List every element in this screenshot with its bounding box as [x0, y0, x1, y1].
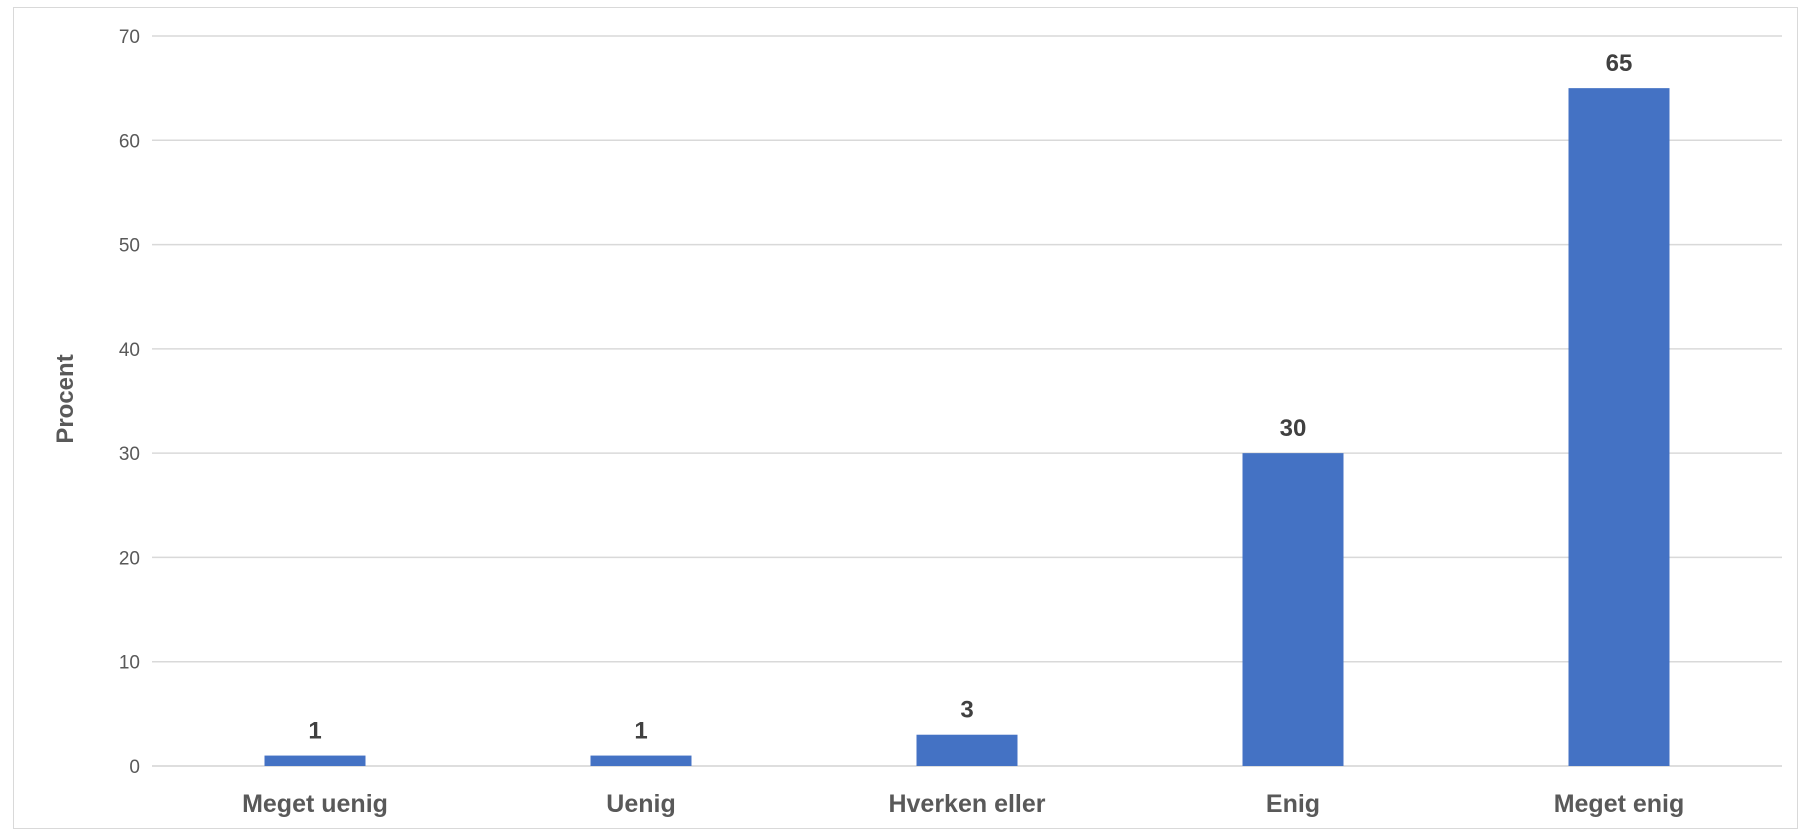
- gridlines: [152, 35, 1782, 767]
- x-category-label: Hverken eller: [888, 790, 1045, 818]
- data-label: 1: [308, 718, 321, 745]
- y-tick-label: 70: [119, 27, 140, 48]
- data-label: 3: [960, 697, 973, 724]
- x-axis-categories: Meget uenig Uenig Hverken eller Enig Meget e…: [242, 790, 1684, 818]
- y-axis-title: Procent: [52, 354, 79, 443]
- bar: [590, 755, 692, 766]
- y-tick-label: 40: [119, 340, 140, 361]
- bar: [1242, 453, 1344, 766]
- bar: [264, 755, 366, 766]
- bars: [264, 88, 1670, 766]
- data-label: 65: [1606, 50, 1633, 77]
- x-category-label: Meget uenig: [242, 790, 388, 818]
- x-category-label: Meget enig: [1554, 790, 1685, 818]
- y-axis-ticks: 0 10 20 30 40 50 60 70: [119, 27, 140, 778]
- bar: [1568, 88, 1670, 766]
- y-tick-label: 0: [129, 757, 140, 778]
- y-tick-label: 60: [119, 131, 140, 152]
- x-category-label: Enig: [1266, 790, 1320, 818]
- x-category-label: Uenig: [606, 790, 675, 818]
- y-tick-label: 30: [119, 444, 140, 465]
- data-label: 30: [1280, 415, 1307, 442]
- y-tick-label: 20: [119, 548, 140, 569]
- bar: [916, 734, 1018, 766]
- data-label: 1: [634, 718, 647, 745]
- y-tick-label: 10: [119, 653, 140, 674]
- chart-frame: [13, 7, 1798, 829]
- y-tick-label: 50: [119, 236, 140, 257]
- data-labels: 1 1 3 30 65: [308, 50, 1632, 744]
